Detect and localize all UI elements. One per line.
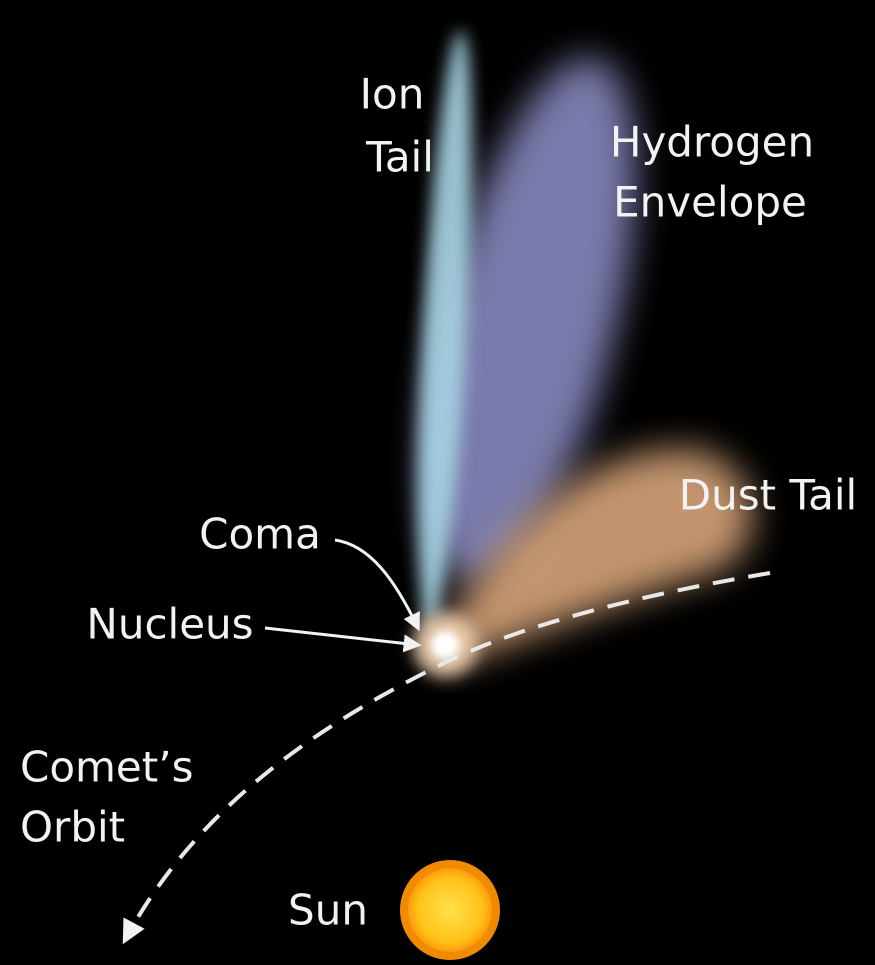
- label: Comet’s: [20, 743, 193, 792]
- label: Orbit: [20, 803, 125, 852]
- label: Coma: [199, 510, 321, 559]
- nucleus: [431, 631, 459, 659]
- comet-diagram: Ion Tail Hydrogen Envelope Dust Tail Com…: [0, 0, 875, 965]
- label: Dust Tail: [679, 471, 857, 520]
- sun: [404, 864, 496, 956]
- label: Tail: [365, 133, 434, 182]
- label: Sun: [288, 886, 368, 935]
- label: Ion: [360, 70, 425, 119]
- label: Hydrogen: [610, 118, 814, 167]
- label: Envelope: [613, 178, 807, 227]
- label: Nucleus: [86, 600, 253, 649]
